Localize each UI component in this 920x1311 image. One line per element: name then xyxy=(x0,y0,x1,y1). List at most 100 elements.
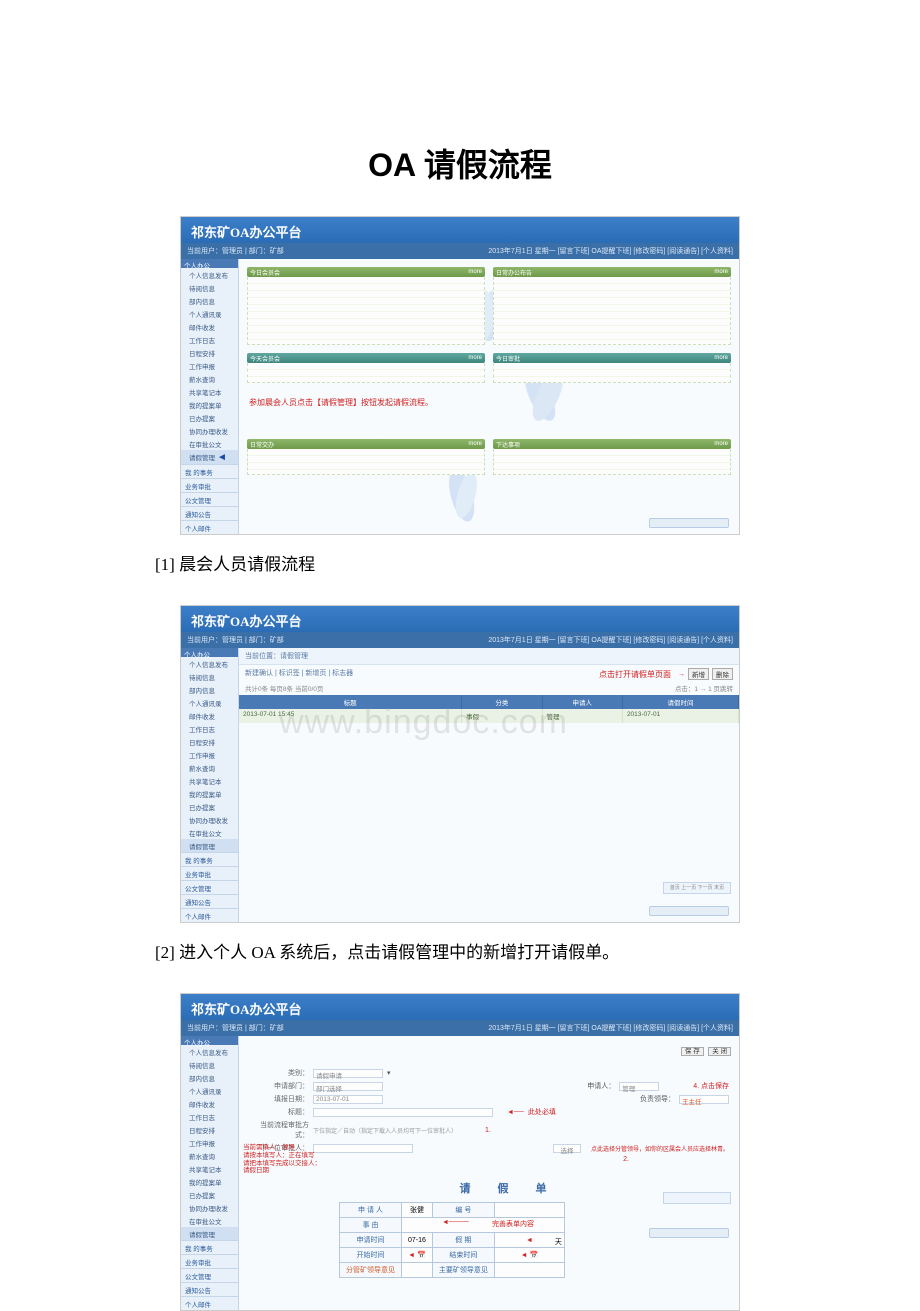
sidebar-item[interactable]: 部内信息 xyxy=(181,294,238,307)
sidebar-item-leave[interactable]: 请假管理 xyxy=(181,1227,238,1240)
sidebar-item[interactable]: 日程安排 xyxy=(181,346,238,359)
sidebar-footer-item[interactable]: 通知公告 xyxy=(181,894,238,908)
sidebar-item[interactable]: 已办提案 xyxy=(181,1188,238,1201)
sidebar-item[interactable]: 已办提案 xyxy=(181,800,238,813)
cell[interactable] xyxy=(494,1263,564,1278)
sidebar-item[interactable]: 共享笔记本 xyxy=(181,385,238,398)
sidebar-item[interactable]: 在审批公文 xyxy=(181,437,238,450)
footer-buttons[interactable] xyxy=(649,906,729,916)
close-button[interactable]: 关 闭 xyxy=(708,1047,731,1056)
sidebar-item[interactable]: 日程安排 xyxy=(181,735,238,748)
sidebar-footer-item[interactable]: 个人邮件 xyxy=(181,908,238,922)
sidebar-item[interactable]: 协同办理收发 xyxy=(181,813,238,826)
sidebar-footer-item[interactable]: 我 的事务 xyxy=(181,852,238,866)
sidebar-item[interactable]: 薪水查询 xyxy=(181,372,238,385)
sidebar-footer-item[interactable]: 公文管理 xyxy=(181,1268,238,1282)
sidebar-item[interactable]: 工作申报 xyxy=(181,748,238,761)
sidebar-item-leave[interactable]: 请假管理 xyxy=(181,839,238,852)
sidebar-footer-item[interactable]: 通知公告 xyxy=(181,506,238,520)
sidebar-item[interactable]: 共享笔记本 xyxy=(181,774,238,787)
sidebar-footer-item[interactable]: 业务审批 xyxy=(181,866,238,880)
sidebar-item[interactable]: 工作日志 xyxy=(181,722,238,735)
sidebar-item[interactable]: 共享笔记本 xyxy=(181,1162,238,1175)
sidebar-item[interactable]: 待阅信息 xyxy=(181,281,238,294)
sidebar-item[interactable]: 个人通讯录 xyxy=(181,696,238,709)
more-link[interactable]: more xyxy=(714,355,728,361)
sidebar-item[interactable]: 邮件收发 xyxy=(181,709,238,722)
sidebar-item[interactable]: 薪水查询 xyxy=(181,1149,238,1162)
sidebar-footer-item[interactable]: 业务审批 xyxy=(181,478,238,492)
save-button[interactable]: 保 存 xyxy=(681,1047,704,1056)
more-link[interactable]: more xyxy=(468,269,482,275)
sidebar-footer-item[interactable]: 我 的事务 xyxy=(181,464,238,478)
sidebar-item[interactable]: 个人信息发布 xyxy=(181,657,238,670)
sidebar-item[interactable]: 在审批公文 xyxy=(181,1214,238,1227)
related-input[interactable]: 王主任 xyxy=(679,1095,729,1104)
new-button[interactable]: 新增 xyxy=(688,668,709,680)
cell[interactable]: ◄ 天 xyxy=(494,1233,564,1248)
sidebar-item[interactable]: 工作日志 xyxy=(181,333,238,346)
sidebar-item[interactable]: 日程安排 xyxy=(181,1123,238,1136)
panel-body xyxy=(247,363,485,383)
panel: 今日审批more xyxy=(493,353,731,431)
sidebar-footer-item[interactable]: 通知公告 xyxy=(181,1282,238,1296)
sidebar-item[interactable]: 薪水查询 xyxy=(181,761,238,774)
sidebar-label: 在审批公文 xyxy=(189,439,222,449)
sidebar-item[interactable]: 个人信息发布 xyxy=(181,1045,238,1058)
toolbar-links[interactable]: 新建确认 | 标识签 | 新增页 | 标志器 xyxy=(245,670,353,677)
sidebar-footer-item[interactable]: 业务审批 xyxy=(181,1254,238,1268)
sidebar-label: 协同办理收发 xyxy=(189,1203,228,1213)
cell[interactable] xyxy=(402,1263,433,1278)
sidebar-item[interactable]: 协同办理收发 xyxy=(181,424,238,437)
sidebar-footer-item[interactable]: 个人邮件 xyxy=(181,1296,238,1310)
more-link[interactable]: more xyxy=(714,441,728,447)
select-button[interactable]: 选择 xyxy=(553,1144,581,1153)
date-input[interactable]: 2013-07-01 xyxy=(313,1095,383,1104)
sidebar-label: 已办提案 xyxy=(189,1190,215,1200)
sidebar-footer-item[interactable]: 公文管理 xyxy=(181,492,238,506)
sidebar-item[interactable]: 邮件收发 xyxy=(181,320,238,333)
more-link[interactable]: more xyxy=(468,355,482,361)
grid-row[interactable]: 2013-07-01 15:45 事假 管理 2013-07-01 xyxy=(239,709,739,723)
footer-buttons[interactable] xyxy=(649,518,729,528)
screenshot-1: 祁东矿OA办公平台 当前用户：管理员 | 部门：矿部 2013年7月1日 星期一… xyxy=(180,216,740,535)
sidebar-footer-item[interactable]: 我 的事务 xyxy=(181,1240,238,1254)
title-input[interactable] xyxy=(313,1108,493,1117)
sidebar-item[interactable]: 个人信息发布 xyxy=(181,268,238,281)
dept-input[interactable]: 部门选择 xyxy=(313,1082,383,1091)
cell[interactable]: ◄──── 完善表单内容 xyxy=(402,1218,565,1233)
sidebar-item[interactable]: 我的提案单 xyxy=(181,787,238,800)
sidebar-item[interactable]: 我的提案单 xyxy=(181,1175,238,1188)
sidebar-item[interactable]: 部内信息 xyxy=(181,683,238,696)
cell[interactable] xyxy=(494,1203,564,1218)
type-select[interactable]: 请假申请 xyxy=(313,1069,383,1078)
sidebar-item[interactable]: 已办提案 xyxy=(181,411,238,424)
sidebar-item[interactable]: 待阅信息 xyxy=(181,1058,238,1071)
sidebar-footer-item[interactable]: 个人邮件 xyxy=(181,520,238,534)
sidebar-item[interactable]: 个人通讯录 xyxy=(181,1084,238,1097)
person-input[interactable]: 管理 xyxy=(619,1082,659,1091)
sidebar-label: 薪水查询 xyxy=(189,1151,215,1161)
sidebar-label: 个人信息发布 xyxy=(189,270,228,280)
sidebar-item[interactable]: 我的提案单 xyxy=(181,398,238,411)
footer-buttons[interactable] xyxy=(649,1228,729,1238)
panel-body xyxy=(247,277,485,345)
sidebar-item[interactable]: 邮件收发 xyxy=(181,1097,238,1110)
sidebar-item-leave[interactable]: 请假管理◄ xyxy=(181,450,238,464)
sidebar-item[interactable]: 部内信息 xyxy=(181,1071,238,1084)
sidebar-item[interactable]: 个人通讯录 xyxy=(181,307,238,320)
sidebar-footer-item[interactable]: 公文管理 xyxy=(181,880,238,894)
sidebar-item[interactable]: 协同办理收发 xyxy=(181,1201,238,1214)
panel-title: 下达事项 xyxy=(496,440,520,449)
cell[interactable]: ◄ 📅 xyxy=(402,1248,433,1263)
more-link[interactable]: more xyxy=(714,269,728,275)
sidebar-item[interactable]: 待阅信息 xyxy=(181,670,238,683)
cell[interactable]: ◄ 📅 xyxy=(494,1248,564,1263)
more-link[interactable]: more xyxy=(468,441,482,447)
sidebar-item[interactable]: 在审批公文 xyxy=(181,826,238,839)
next-input[interactable] xyxy=(313,1144,413,1153)
sidebar-item[interactable]: 工作申报 xyxy=(181,1136,238,1149)
sidebar-item[interactable]: 工作申报 xyxy=(181,359,238,372)
delete-button[interactable]: 删除 xyxy=(712,668,733,680)
sidebar-item[interactable]: 工作日志 xyxy=(181,1110,238,1123)
